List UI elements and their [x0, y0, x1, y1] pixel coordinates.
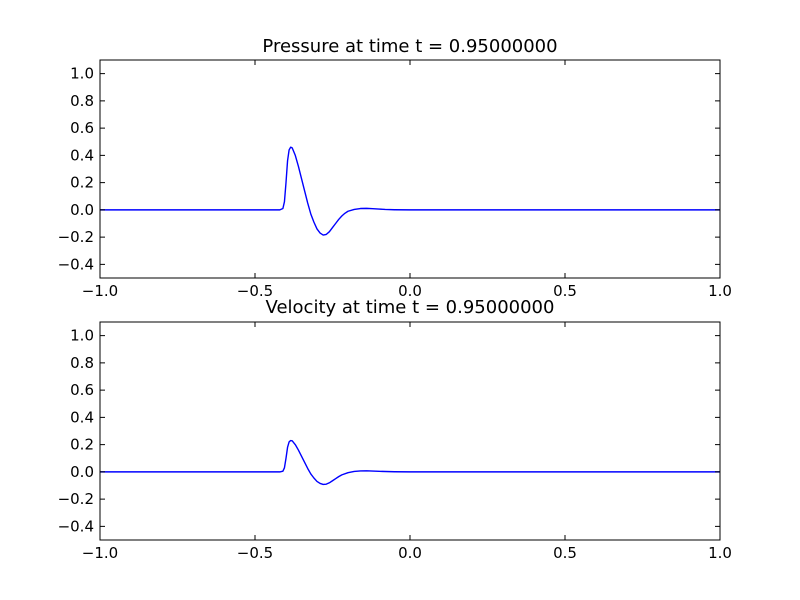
velocity-y-tick-label: 0.0: [70, 463, 94, 481]
pressure-y-tick-label: 0.2: [70, 174, 94, 192]
velocity-x-tick-label: −1.0: [82, 544, 118, 562]
pressure-x-tick-label: 0.5: [553, 282, 577, 300]
velocity-title: Velocity at time t = 0.95000000: [266, 297, 555, 318]
pressure-y-tick-label: 0.4: [70, 146, 94, 164]
pressure-x-tick-label: −1.0: [82, 282, 118, 300]
velocity-y-tick-label: −0.2: [58, 490, 94, 508]
pressure-subplot: Pressure at time t = 0.95000000 −1.0 −0.5 0…: [58, 36, 732, 300]
pressure-y-tick-label: −0.2: [58, 228, 94, 246]
velocity-y-tick-label: 0.2: [70, 436, 94, 454]
velocity-x-tick-label: 0.5: [553, 544, 577, 562]
pressure-x-tick-label: 1.0: [708, 282, 732, 300]
velocity-y-tick-label: 0.8: [70, 354, 94, 372]
pressure-series-line: [100, 146, 720, 236]
pressure-y-tick-label: 1.0: [70, 65, 94, 83]
velocity-y-tick-label: 0.6: [70, 381, 94, 399]
velocity-y-tick-label: 0.4: [70, 408, 94, 426]
velocity-x-tick-label: 0.0: [398, 544, 422, 562]
pressure-y-tick-label: 0.6: [70, 119, 94, 137]
velocity-x-tick-label: 1.0: [708, 544, 732, 562]
pressure-y-tick-label: 0.8: [70, 92, 94, 110]
pressure-y-tick-label: −0.4: [58, 255, 94, 273]
pressure-x-tick-label: −0.5: [237, 282, 273, 300]
velocity-y-tick-label: −0.4: [58, 517, 94, 535]
velocity-x-tick-label: −0.5: [237, 544, 273, 562]
velocity-subplot: Velocity at time t = 0.95000000 −1.0 −0.5 0…: [58, 297, 732, 562]
velocity-y-tick-label: 1.0: [70, 327, 94, 345]
velocity-series-line: [100, 439, 720, 486]
pressure-y-tick-label: 0.0: [70, 201, 94, 219]
pressure-x-tick-label: 0.0: [398, 282, 422, 300]
pressure-title: Pressure at time t = 0.95000000: [262, 36, 557, 57]
